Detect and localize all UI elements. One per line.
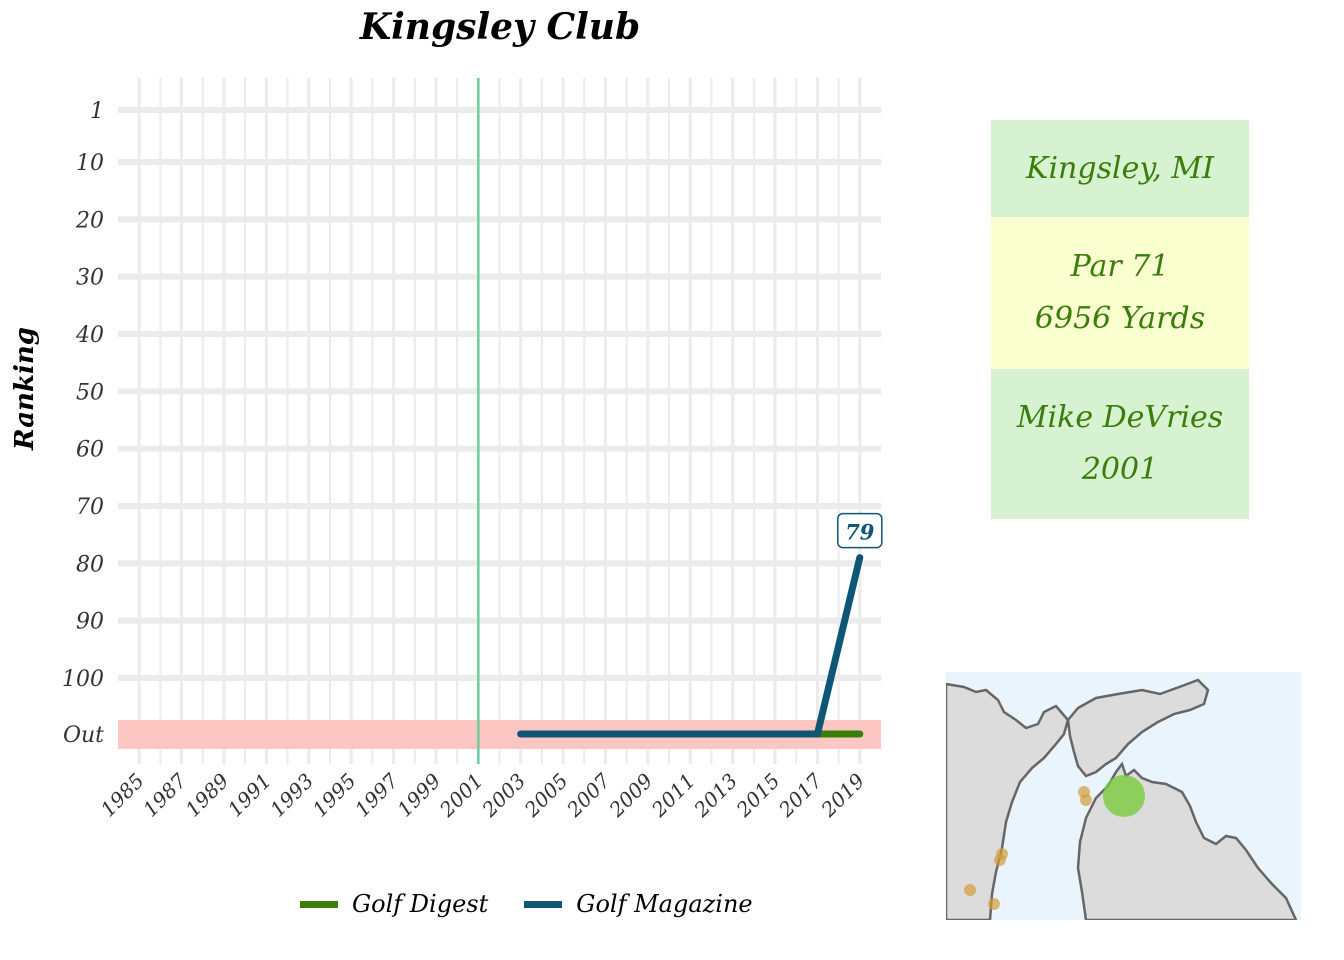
x-tick-label: 2009 bbox=[604, 768, 658, 822]
annotation-layer: 79 bbox=[837, 512, 883, 549]
y-tick-label: 100 bbox=[62, 667, 104, 692]
y-tick-label: 1 bbox=[90, 99, 104, 124]
y-tick-label: 30 bbox=[76, 266, 104, 291]
x-tick-label: 1991 bbox=[223, 769, 276, 822]
x-tick-label: 2017 bbox=[773, 768, 827, 822]
x-tick-label: 2003 bbox=[477, 769, 531, 823]
x-tick-layer: 1985198719891991199319951997199920012003… bbox=[96, 768, 870, 822]
x-tick-label: 1987 bbox=[138, 768, 191, 821]
x-tick-label: 2001 bbox=[434, 769, 488, 823]
legend-item-golf-digest: Golf Digest bbox=[300, 890, 488, 918]
x-tick-label: 1985 bbox=[96, 769, 149, 822]
legend-label-golf-digest: Golf Digest bbox=[352, 890, 489, 918]
grid-layer bbox=[118, 78, 881, 764]
series-layer bbox=[517, 554, 864, 738]
data-label-box bbox=[837, 512, 883, 549]
map-marker-other-2 bbox=[1080, 794, 1092, 806]
map-marker-other-5 bbox=[964, 884, 976, 896]
legend-swatch-golf-digest bbox=[300, 900, 338, 908]
legend: Golf Digest Golf Magazine bbox=[300, 890, 753, 918]
course-architect: Mike DeVries 2001 bbox=[991, 369, 1249, 519]
x-tick-label: 1995 bbox=[308, 769, 361, 822]
y-tick-label: 90 bbox=[76, 610, 104, 635]
map-marker-kingsley-club bbox=[1103, 775, 1145, 817]
par-text: Par 71 bbox=[1070, 249, 1170, 284]
legend-swatch-golf-magazine bbox=[524, 900, 563, 908]
chart-title: Kingsley Club bbox=[359, 6, 641, 48]
y-tick-label: Out bbox=[63, 723, 104, 748]
course-info-panel: Kingsley, MI Par 71 6956 Yards Mike DeVr… bbox=[991, 120, 1249, 519]
yards-text: 6956 Yards bbox=[1034, 301, 1206, 336]
y-tick-layer: 1 10 20 30 40 50 60 70 80 90 100 Out bbox=[62, 99, 104, 748]
y-tick-label: 40 bbox=[75, 323, 104, 348]
y-tick-label: 50 bbox=[76, 380, 104, 405]
y-tick-label: 80 bbox=[76, 552, 104, 577]
x-tick-label: 2019 bbox=[816, 768, 870, 822]
x-tick-label: 2013 bbox=[689, 769, 743, 823]
x-tick-label: 2015 bbox=[731, 769, 785, 823]
x-tick-label: 2007 bbox=[561, 768, 615, 822]
x-tick-label: 1989 bbox=[181, 768, 234, 821]
x-tick-label: 1997 bbox=[350, 768, 403, 821]
y-tick-label: 70 bbox=[76, 495, 104, 520]
course-specs: Par 71 6956 Yards bbox=[991, 217, 1249, 369]
location-text: Kingsley, MI bbox=[1026, 150, 1214, 186]
year-text: 2001 bbox=[1081, 452, 1159, 487]
series-line-golf-magazine bbox=[517, 554, 864, 738]
x-tick-label: 2005 bbox=[519, 769, 573, 823]
y-tick-label: 20 bbox=[75, 208, 104, 233]
x-tick-label: 1999 bbox=[392, 768, 445, 821]
map-svg bbox=[946, 672, 1301, 920]
map-marker-other-6 bbox=[988, 898, 1000, 910]
legend-label-golf-magazine: Golf Magazine bbox=[576, 890, 753, 918]
y-tick-label: 60 bbox=[76, 438, 104, 463]
data-label-79: 79 bbox=[837, 512, 883, 549]
data-label-text: 79 bbox=[845, 520, 875, 545]
y-tick-label: 10 bbox=[76, 151, 104, 176]
location-map bbox=[946, 672, 1301, 920]
map-marker-other-4 bbox=[994, 854, 1006, 866]
map-land-upper-peninsula bbox=[1066, 678, 1210, 778]
architect-text: Mike DeVries bbox=[1016, 400, 1224, 435]
map-land-wisconsin bbox=[946, 682, 1070, 920]
x-tick-label: 2011 bbox=[646, 769, 700, 823]
course-location: Kingsley, MI bbox=[991, 120, 1249, 217]
x-tick-label: 1993 bbox=[265, 769, 318, 822]
legend-item-golf-magazine: Golf Magazine bbox=[524, 890, 753, 918]
